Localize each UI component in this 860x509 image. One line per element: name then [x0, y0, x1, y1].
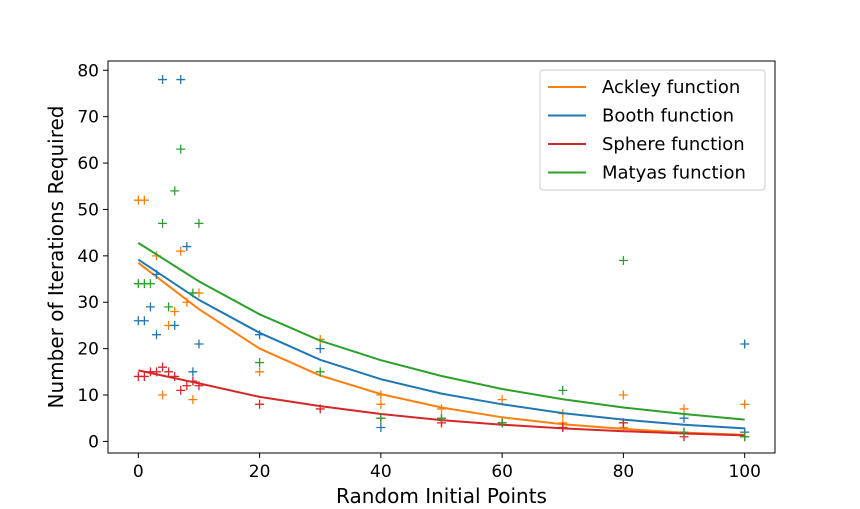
data-point-marker	[255, 358, 265, 368]
data-point-marker	[152, 367, 162, 377]
y-tick-label: 60	[77, 154, 99, 174]
y-tick-label: 80	[77, 61, 99, 81]
legend-label: Sphere function	[602, 134, 745, 155]
y-tick-label: 0	[88, 432, 99, 452]
data-point-marker	[152, 330, 162, 340]
legend-item: Ackley function	[548, 77, 740, 98]
legend-item: Sphere function	[548, 134, 745, 155]
legend-box	[539, 69, 766, 191]
x-tick-label: 40	[370, 462, 392, 482]
data-point-marker	[740, 339, 750, 349]
data-point-marker	[139, 371, 149, 381]
data-point-marker	[145, 279, 155, 289]
data-point-marker	[170, 307, 180, 317]
data-point-marker	[315, 344, 325, 354]
data-point-marker	[679, 427, 689, 437]
data-point-marker	[182, 297, 192, 307]
data-point-marker	[158, 390, 168, 400]
data-point-marker	[497, 418, 507, 428]
series-line	[137, 242, 745, 421]
data-point-marker	[255, 367, 265, 377]
data-point-marker	[164, 367, 174, 377]
data-point-marker	[740, 399, 750, 409]
x-tick-label: 20	[249, 462, 271, 482]
series-0	[133, 195, 750, 437]
data-point-marker	[437, 413, 446, 423]
x-tick-label: 100	[728, 462, 760, 482]
data-point-marker	[158, 75, 168, 85]
data-point-marker	[315, 367, 325, 377]
data-point-marker	[437, 404, 446, 414]
data-point-marker	[255, 330, 265, 340]
data-point-marker	[315, 404, 325, 414]
y-axis-label: Number of Iterations Required	[44, 106, 68, 409]
data-point-marker	[618, 255, 628, 265]
data-point-marker	[194, 381, 204, 391]
y-tick-label: 10	[77, 386, 99, 406]
data-point-marker	[376, 413, 386, 423]
data-point-marker	[376, 399, 386, 409]
legend-item: Booth function	[548, 106, 734, 127]
data-point-marker	[188, 376, 198, 386]
data-point-marker	[188, 367, 198, 377]
data-point-marker	[188, 395, 198, 405]
series-3	[133, 144, 750, 442]
series-2	[133, 362, 750, 442]
x-tick-label: 80	[613, 462, 635, 482]
data-point-marker	[176, 246, 186, 256]
legend-label: Matyas function	[602, 163, 746, 184]
data-point-marker	[194, 339, 204, 349]
data-point-marker	[158, 362, 168, 372]
data-point-marker	[618, 390, 628, 400]
data-point-marker	[188, 288, 198, 298]
x-axis-ticks: 0 20 40 60 80 100	[133, 453, 761, 482]
data-point-marker	[139, 316, 149, 326]
data-point-marker	[618, 418, 628, 428]
legend-item: Matyas function	[548, 163, 746, 184]
data-point-marker	[497, 395, 507, 405]
data-point-marker	[558, 385, 568, 395]
data-point-marker	[182, 242, 192, 252]
y-axis-ticks: 0 10 20 30 40 50 60 70 80	[77, 61, 108, 452]
x-tick-label: 60	[491, 462, 513, 482]
data-point-marker	[176, 385, 186, 395]
data-point-marker	[170, 371, 180, 381]
data-point-marker	[376, 422, 386, 432]
series-line	[137, 258, 745, 430]
y-tick-label: 20	[77, 340, 99, 360]
y-tick-label: 40	[77, 247, 99, 267]
data-point-marker	[139, 195, 149, 205]
legend-label: Ackley function	[602, 77, 740, 98]
y-tick-label: 50	[77, 200, 99, 220]
data-point-marker	[158, 218, 168, 228]
y-tick-label: 70	[77, 108, 99, 128]
data-point-marker	[164, 302, 174, 312]
x-tick-label: 0	[133, 462, 144, 482]
y-tick-label: 30	[77, 293, 99, 313]
data-point-marker	[255, 399, 265, 409]
data-point-marker	[170, 186, 180, 196]
data-point-marker	[176, 75, 186, 85]
data-point-marker	[740, 432, 750, 442]
data-point-marker	[170, 320, 180, 330]
data-point-marker	[679, 404, 689, 414]
x-axis-label: Random Initial Points	[336, 484, 547, 508]
data-point-marker	[376, 390, 386, 400]
data-point-marker	[182, 381, 192, 391]
legend: Ackley function Booth function Sphere func…	[539, 69, 766, 191]
plot-frame	[107, 60, 776, 454]
legend-label: Booth function	[602, 106, 734, 127]
data-point-marker	[152, 269, 162, 279]
data-point-marker	[176, 144, 186, 154]
data-point-marker	[194, 218, 204, 228]
plot-marks	[133, 75, 750, 442]
data-point-marker	[558, 422, 568, 432]
data-point-marker	[145, 302, 155, 312]
data-point-marker	[679, 413, 689, 423]
